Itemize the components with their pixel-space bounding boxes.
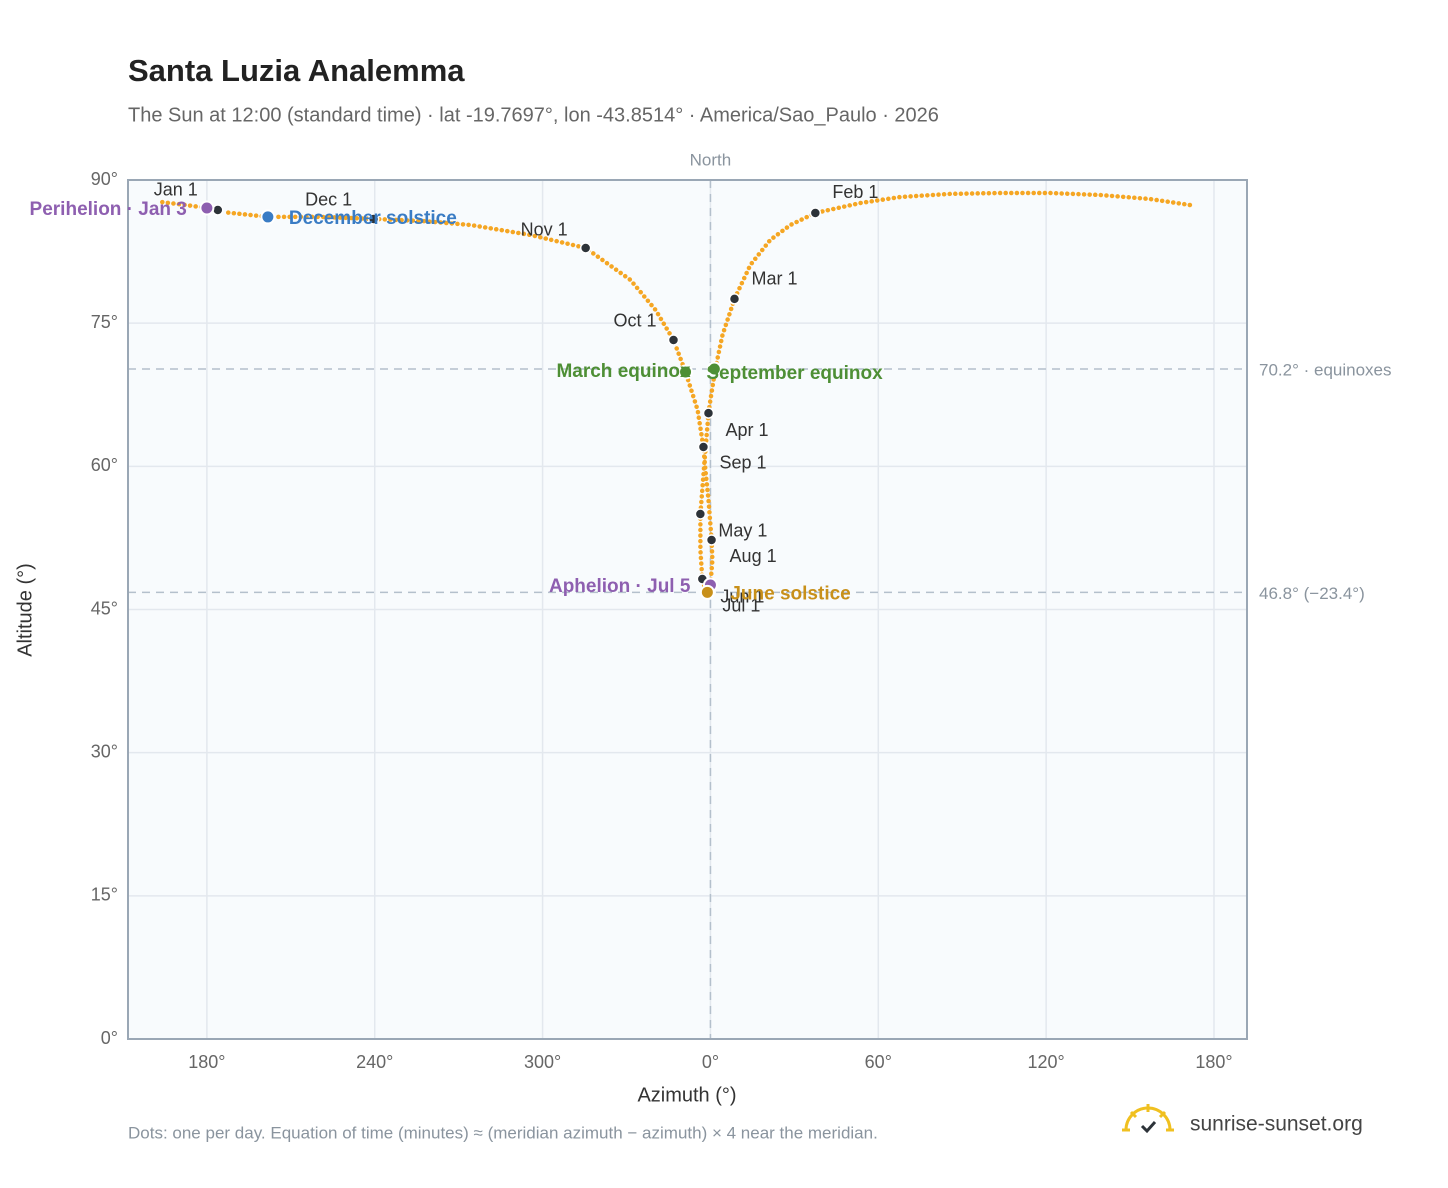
month-marker	[697, 441, 710, 453]
y-tick-label: 30°	[91, 741, 118, 761]
month-label: Mar 1	[751, 269, 797, 289]
event-marker	[199, 200, 215, 216]
y-tick-label: 0°	[101, 1028, 118, 1048]
month-marker	[667, 334, 680, 346]
month-label: Jan 1	[154, 180, 198, 200]
chart-title: Santa Luzia Analemma	[128, 53, 465, 88]
event-label: December solstice	[289, 208, 457, 229]
month-label: May 1	[718, 521, 767, 541]
y-tick-label: 15°	[91, 885, 118, 905]
event-label: Perihelion · Jan 3	[30, 199, 187, 220]
y-tick-label: 45°	[91, 598, 118, 618]
event-label: June solstice	[730, 583, 850, 604]
event-marker	[699, 584, 715, 600]
event-label: Aphelion · Jul 5	[549, 576, 691, 597]
month-marker	[694, 508, 707, 520]
month-marker	[702, 407, 715, 419]
brand-logo	[1122, 1104, 1174, 1134]
month-marker	[728, 293, 741, 305]
y-tick-label: 90°	[91, 169, 118, 189]
event-marker	[260, 209, 276, 225]
month-marker	[705, 534, 718, 546]
month-label: Dec 1	[305, 190, 352, 210]
month-marker	[212, 204, 224, 216]
footnote: Dots: one per day. Equation of time (min…	[128, 1123, 878, 1142]
month-marker	[367, 213, 380, 225]
month-label: Nov 1	[521, 220, 568, 240]
reference-label: 70.2° · equinoxes	[1259, 360, 1392, 379]
y-tick-label: 60°	[91, 455, 118, 475]
month-marker	[809, 207, 822, 219]
x-tick-label: 180°	[1195, 1052, 1232, 1072]
y-axis-title: Altitude (°)	[14, 563, 36, 657]
x-tick-label: 240°	[356, 1052, 393, 1072]
brand: sunrise-sunset.org	[1190, 1113, 1363, 1136]
month-label: Feb 1	[832, 182, 878, 202]
meridian-label: North	[690, 150, 732, 169]
event-label: March equinox	[556, 361, 691, 382]
month-label: Aug 1	[730, 546, 777, 566]
month-label: Sep 1	[719, 453, 766, 473]
month-label: Jul 1	[722, 596, 760, 616]
reference-label: 46.8° (−23.4°)	[1259, 584, 1365, 603]
event-marker	[678, 364, 694, 380]
month-marker	[579, 242, 592, 254]
x-tick-label: 180°	[188, 1052, 225, 1072]
event-label: September equinox	[706, 363, 883, 384]
month-label: Apr 1	[725, 420, 768, 440]
month-label: Jun 1	[720, 587, 764, 607]
x-tick-label: 0°	[702, 1052, 719, 1072]
event-marker	[706, 361, 722, 377]
plot-border	[127, 179, 1248, 1040]
month-label: Oct 1	[613, 311, 656, 331]
x-tick-label: 60°	[865, 1052, 892, 1072]
x-tick-label: 120°	[1028, 1052, 1065, 1072]
y-tick-label: 75°	[91, 312, 118, 332]
x-axis-title: Azimuth (°)	[637, 1084, 736, 1106]
chart-subtitle: The Sun at 12:00 (standard time) · lat -…	[128, 104, 939, 126]
x-tick-label: 300°	[524, 1052, 561, 1072]
